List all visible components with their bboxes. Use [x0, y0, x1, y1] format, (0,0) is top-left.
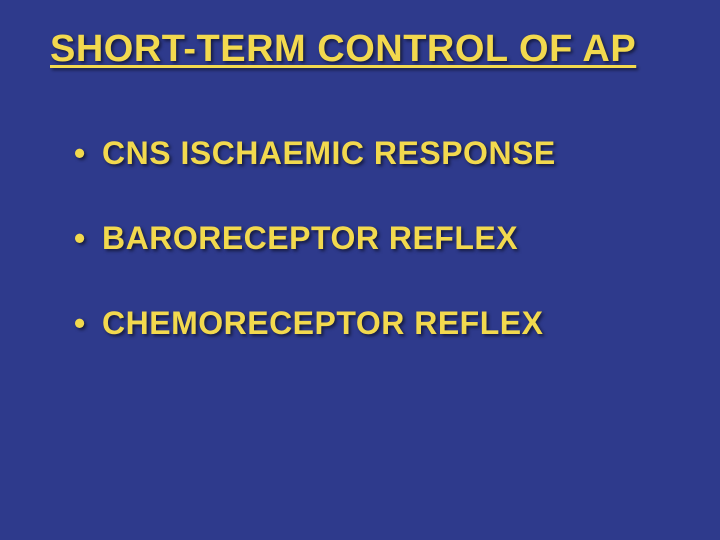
list-item: BARORECEPTOR REFLEX: [102, 220, 670, 257]
bullet-list: CNS ISCHAEMIC RESPONSE BARORECEPTOR REFL…: [50, 135, 670, 342]
list-item: CHEMORECEPTOR REFLEX: [102, 305, 670, 342]
list-item: CNS ISCHAEMIC RESPONSE: [102, 135, 670, 172]
slide: SHORT-TERM CONTROL OF AP CNS ISCHAEMIC R…: [0, 0, 720, 540]
slide-title: SHORT-TERM CONTROL OF AP: [50, 28, 670, 71]
